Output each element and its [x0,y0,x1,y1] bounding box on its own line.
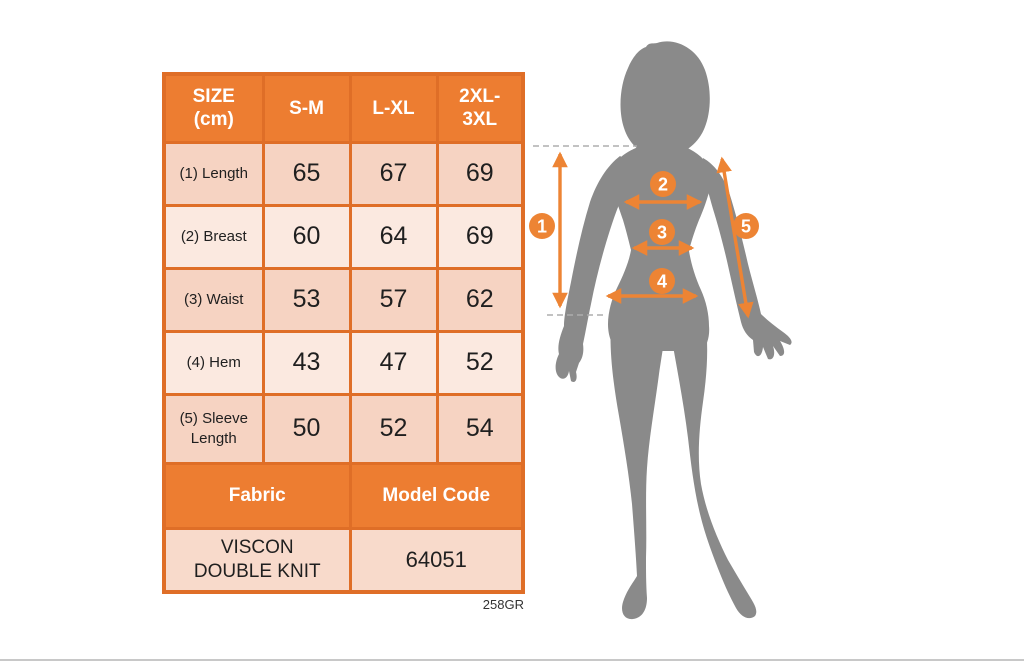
marker-circle-5 [733,213,759,239]
size-value-cell: 53 [261,266,352,333]
size-value-cell: 47 [348,329,439,396]
table-row-length: (1) Length 65 67 69 [162,140,525,207]
marker-label-1: 1 [537,217,547,237]
size-value-cell: 50 [261,392,352,465]
size-value-cell: 52 [348,392,439,465]
measurement-figure-svg: 1 2 3 4 5 [529,41,792,620]
table-row-waist: (3) Waist 53 57 62 [162,266,525,333]
size-value-cell: 69 [435,140,525,207]
size-label-cell: (4) Hem [162,329,265,396]
size-value-cell: 64 [348,203,439,270]
size-value-cell: 67 [348,140,439,207]
size-label-cell: (2) Breast [162,203,265,270]
marker-label-4: 4 [657,272,667,292]
size-value-cell: 43 [261,329,352,396]
marker-label-5: 5 [741,217,751,237]
marker-circle-1 [529,213,555,239]
size-value-cell: 52 [435,329,525,396]
table-row-breast: (2) Breast 60 64 69 [162,203,525,270]
table-row-sleeve-length: (5) Sleeve Length 50 52 54 [162,392,525,465]
size-value-cell: 65 [261,140,352,207]
marker-circle-4 [649,268,675,294]
size-table: SIZE (cm) S-M L-XL 2XL-3XL (1) Length 65… [162,72,525,594]
marker-label-3: 3 [657,223,667,243]
measurement-diagram: 1 2 3 4 5 [525,30,825,650]
weight-note: 258GR [482,597,524,612]
info-value-row: VISCON DOUBLE KNIT 64051 [162,526,525,594]
marker-label-2: 2 [658,175,668,195]
size-chart: SIZE (cm) S-M L-XL 2XL-3XL (1) Length 65… [162,72,525,594]
size-value-cell: 62 [435,266,525,333]
model-code-header-cell: Model Code [348,461,525,530]
header-cell-2xl3xl: 2XL-3XL [435,72,525,144]
size-value-cell: 60 [261,203,352,270]
model-code-value-cell: 64051 [348,526,525,594]
sleeve-arrow [716,156,754,319]
header-cell-sm: S-M [261,72,352,144]
size-label-cell: (3) Waist [162,266,265,333]
size-label-cell: (5) Sleeve Length [162,392,265,465]
header-cell-size: SIZE (cm) [162,72,265,144]
marker-circle-2 [650,171,676,197]
body-silhouette-icon [555,41,792,620]
fabric-header-cell: Fabric [162,461,352,530]
size-value-cell: 57 [348,266,439,333]
size-value-cell: 54 [435,392,525,465]
fabric-value-cell: VISCON DOUBLE KNIT [162,526,352,594]
marker-circle-3 [649,219,675,245]
size-label-cell: (1) Length [162,140,265,207]
bottom-divider [0,659,1024,661]
table-header-row: SIZE (cm) S-M L-XL 2XL-3XL [162,72,525,144]
header-cell-lxl: L-XL [348,72,439,144]
size-value-cell: 69 [435,203,525,270]
table-row-hem: (4) Hem 43 47 52 [162,329,525,396]
info-header-row: Fabric Model Code [162,461,525,530]
